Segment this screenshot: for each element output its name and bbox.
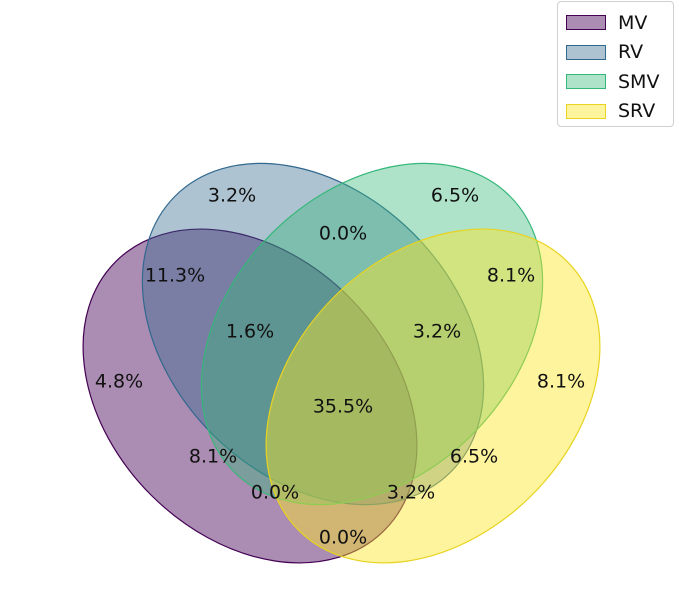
legend-label-mv: MV (618, 11, 648, 34)
region-label-rv-srv: 6.5% (450, 446, 498, 468)
ellipse-srv (265, 228, 601, 564)
region-label-mv-rv-smv: 1.6% (226, 321, 274, 343)
region-label-smv-srv: 8.1% (487, 265, 535, 287)
region-label-srv: 8.1% (537, 371, 585, 393)
legend-item-mv: MV (566, 8, 665, 38)
venn-ellipses (82, 162, 601, 564)
ellipse-smv (200, 162, 544, 506)
legend-label-rv: RV (618, 41, 644, 64)
legend-item-rv: RV (566, 38, 665, 68)
region-label-all: 35.5% (313, 396, 373, 418)
region-label-smv: 6.5% (431, 185, 479, 207)
ellipse-mv (82, 228, 418, 564)
legend-swatch-srv (566, 103, 606, 119)
legend-item-srv: SRV (566, 97, 665, 127)
legend-item-smv: SMV (566, 67, 665, 97)
region-label-mv-smv-srv: 0.0% (251, 482, 299, 504)
legend-swatch-smv (566, 74, 606, 90)
region-label-mv: 4.8% (95, 371, 143, 393)
region-label-mv-rv: 11.3% (145, 265, 205, 287)
legend-label-srv: SRV (618, 100, 656, 123)
region-label-rv: 3.2% (208, 185, 256, 207)
region-label-rv-smv: 0.0% (319, 223, 367, 245)
region-label-mv-rv-srv: 3.2% (387, 482, 435, 504)
region-label-mv-srv: 0.0% (319, 527, 367, 549)
legend-swatch-mv (566, 15, 606, 31)
region-label-rv-smv-srv: 3.2% (413, 321, 461, 343)
region-label-mv-smv: 8.1% (189, 446, 237, 468)
legend-label-smv: SMV (618, 70, 660, 93)
region-labels: 3.2% 6.5% 0.0% 11.3% 8.1% 1.6% 3.2% 4.8%… (95, 185, 585, 549)
ellipse-rv (141, 162, 485, 506)
legend: MV RV SMV SRV (557, 1, 674, 127)
legend-swatch-rv (566, 44, 606, 60)
